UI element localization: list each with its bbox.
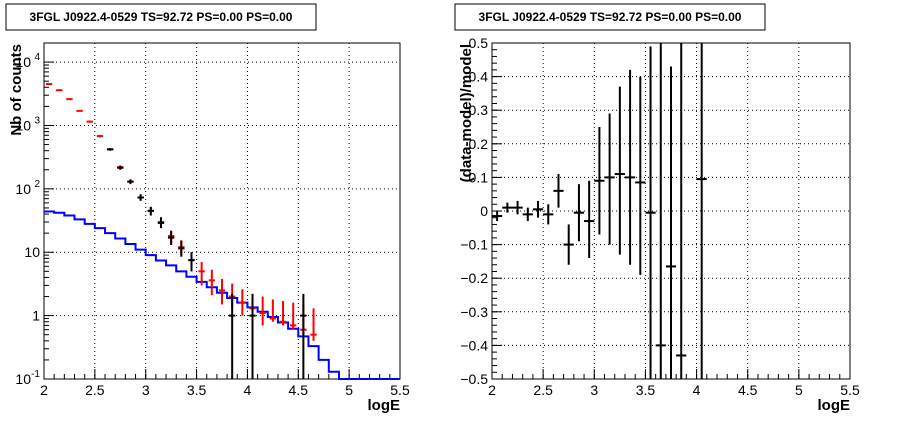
y-tick-label: −0.5 [460,371,488,387]
y-tick-label: 0.5 [469,35,489,51]
x-tick-label: 3 [590,382,598,398]
x-tick-label: 5.5 [390,382,410,398]
left-plot-frame [43,42,401,380]
left-red-counts [45,83,317,341]
left-title-box [5,3,317,31]
left-panel: 3FGL J0922.4-0529 TS=92.72 PS=0.00 PS=0.… [5,3,410,414]
y-tick-label: −0.3 [460,304,488,320]
left-title: 3FGL J0922.4-0529 TS=92.72 PS=0.00 PS=0.… [30,10,293,24]
x-tick-label: 3.5 [187,382,207,398]
y-tick-label: 0 [480,203,488,219]
left-black-counts [106,148,307,379]
right-y-ticks: −0.5 −0.4 −0.3 −0.2 −0.1 0 0.1 0.2 0.3 0.4 0.5 [460,35,502,387]
y-tick-label: 1 [32,308,40,324]
right-x-axis-label: logE [818,397,851,414]
x-tick-label: 4 [244,382,252,398]
right-title: 3FGL J0922.4-0529 TS=92.72 PS=0.00 PS=0.… [479,10,742,24]
right-x-ticks: 2 2.5 3 3.5 4 4.5 5 5.5 [488,369,860,398]
y-tick-label: 10 [15,117,31,133]
left-model-histogram [44,210,400,380]
right-residual-points [492,43,707,379]
y-tick-label: 0.2 [469,136,489,152]
x-tick-label: 2.5 [85,382,105,398]
y-tick-label: 10 [15,371,31,387]
x-tick-label: 4.5 [289,382,309,398]
y-tick-exponent: 4 [34,52,40,63]
model-line [44,210,400,380]
y-tick-exponent: -1 [31,369,40,380]
y-tick-label: 10 [24,244,40,260]
right-grid [491,42,851,380]
x-tick-label: 2 [488,382,496,398]
y-tick-label: 10 [15,181,31,197]
x-tick-label: 4.5 [738,382,758,398]
x-tick-label: 2 [40,382,48,398]
x-tick-label: 2.5 [533,382,553,398]
x-tick-label: 5 [345,382,353,398]
x-tick-label: 3 [142,382,150,398]
right-panel: 3FGL J0922.4-0529 TS=92.72 PS=0.00 PS=0.… [454,3,860,414]
y-tick-label: 0.3 [469,102,489,118]
right-y-axis-label: (data-model)/model [458,44,475,182]
y-tick-label: 10 [15,54,31,70]
left-x-axis-label: logE [368,397,401,414]
x-tick-label: 3.5 [636,382,656,398]
y-tick-label: −0.2 [460,270,488,286]
y-tick-label: −0.4 [460,337,488,353]
y-tick-label: 0.4 [469,69,489,85]
y-tick-label: −0.1 [460,237,488,253]
left-grid [43,43,401,380]
y-tick-label: 0.1 [469,169,489,185]
left-x-ticks: 2 2.5 3 3.5 4 4.5 5 5.5 [40,369,410,398]
left-y-axis-label: Nb of counts [8,44,25,136]
x-tick-label: 5.5 [840,382,860,398]
right-title-box [454,3,766,31]
y-tick-exponent: 3 [34,115,40,126]
x-tick-label: 4 [693,382,701,398]
y-tick-exponent: 2 [34,179,40,190]
x-tick-label: 5 [795,382,803,398]
